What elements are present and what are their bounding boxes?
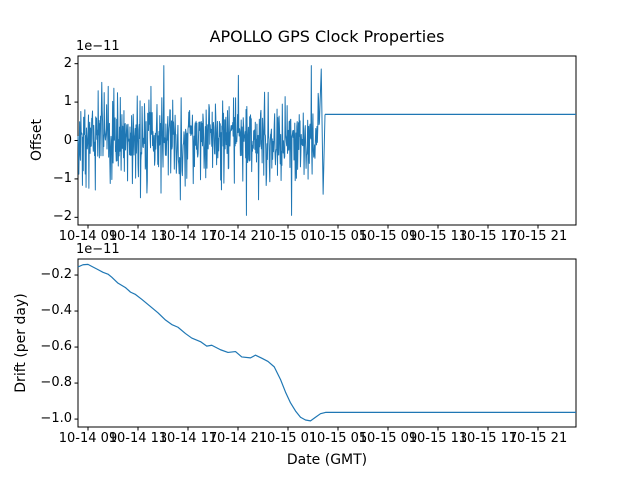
- x-tick-label: 10-15 09: [358, 229, 418, 244]
- x-tick-label: 10-14 13: [108, 431, 168, 446]
- x-tick-label: 10-14 09: [58, 229, 118, 244]
- y-tick-label: −0.2: [40, 267, 72, 283]
- x-tick-label: 10-14 17: [158, 229, 218, 244]
- x-tick-label: 10-15 21: [508, 229, 568, 244]
- axes-drift: [74, 258, 577, 431]
- y-tick-label: −0.8: [40, 375, 72, 391]
- y-tick-label: 0: [63, 132, 72, 148]
- x-tick-label: 10-14 21: [208, 431, 268, 446]
- x-tick-label: 10-14 09: [58, 431, 118, 446]
- x-tick-label: 10-15 17: [458, 431, 518, 446]
- axes-offset: [74, 55, 577, 229]
- series-drift-curve: [77, 263, 576, 422]
- x-tick-label: 10-14 17: [158, 431, 218, 446]
- x-tick-label: 10-15 21: [508, 431, 568, 446]
- chart-title: APOLLO GPS Clock Properties: [209, 27, 445, 46]
- plot-box: [77, 258, 577, 428]
- y-tick-label: −0.4: [40, 303, 72, 319]
- y-tick-label: 1: [63, 94, 72, 110]
- x-tick-label: 10-15 13: [408, 431, 468, 446]
- x-tick-label: 10-15 13: [408, 229, 468, 244]
- y-tick-label: −1: [52, 170, 72, 186]
- x-tick-label: 10-15 05: [308, 229, 368, 244]
- y-tick-label: 2: [63, 55, 72, 71]
- x-tick-label: 10-15 17: [458, 229, 518, 244]
- x-axis-label: Date (GMT): [286, 452, 368, 468]
- x-tick-label: 10-15 01: [258, 431, 318, 446]
- y-tick-label: −0.6: [40, 339, 72, 355]
- x-tick-label: 10-14 13: [108, 229, 168, 244]
- bottom-y-axis-exponent-label: 1e−11: [76, 242, 120, 257]
- y-tick-label: −2: [52, 209, 72, 225]
- x-tick-label: 10-14 21: [208, 229, 268, 244]
- x-tick-label: 10-15 09: [358, 431, 418, 446]
- top-y-axis-exponent-label: 1e−11: [76, 39, 120, 54]
- series-offset-noisy-measurements: [77, 65, 326, 216]
- y-tick-label: −1.0: [40, 411, 72, 427]
- x-tick-label: 10-15 05: [308, 431, 368, 446]
- x-tick-label: 10-15 01: [258, 229, 318, 244]
